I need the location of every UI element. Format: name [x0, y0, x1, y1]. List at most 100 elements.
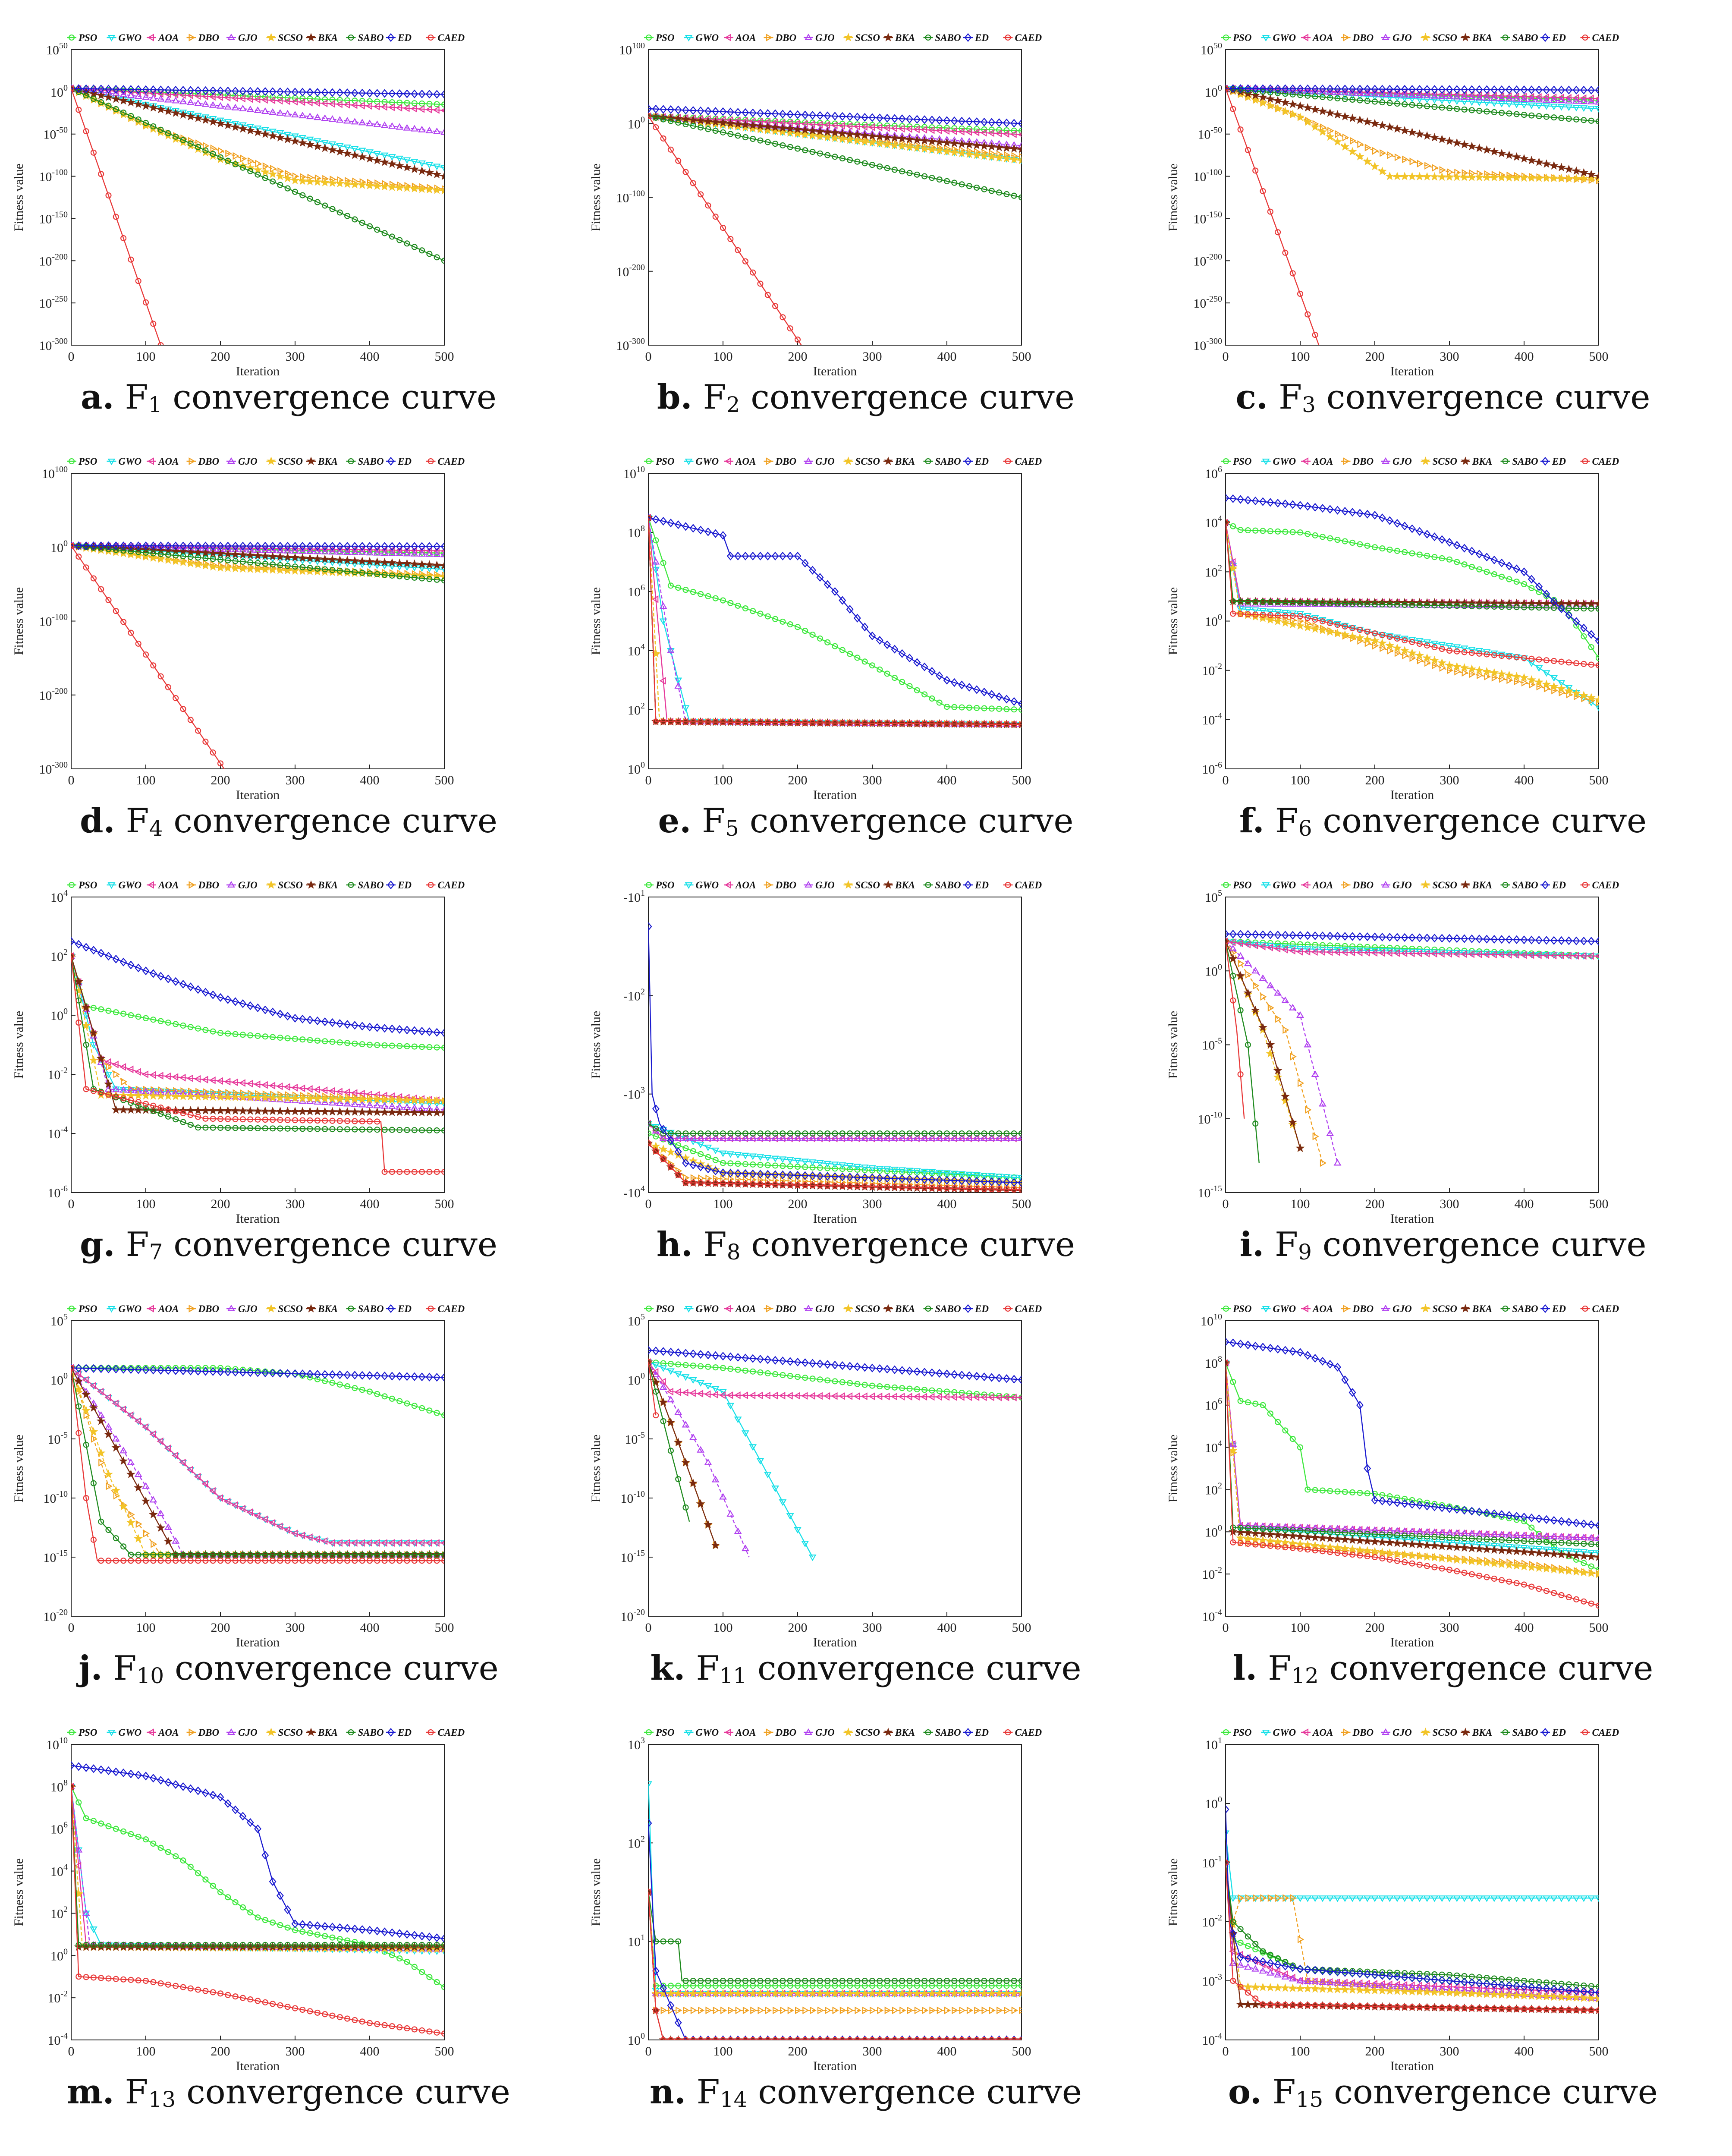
- legend-label-sabo: SABO: [358, 456, 384, 467]
- data-point-pso: [727, 1160, 734, 1167]
- data-point-ed: [239, 87, 247, 96]
- data-point-pso: [1528, 585, 1535, 592]
- y-tick-label: 10-6: [47, 1184, 68, 1200]
- chart-panel-a: PSO GWO AOA DBO GJO SCSO BKA SABO ED CAED 0 100 200 3…: [0, 0, 577, 424]
- data-point-bka: [965, 140, 974, 149]
- data-point-sabo: [352, 569, 358, 576]
- caption-text: convergence curve: [739, 802, 1074, 840]
- data-point-gjo: [403, 550, 411, 557]
- data-point-caed: [426, 1168, 433, 1175]
- data-point-dbo: [1439, 664, 1446, 672]
- data-point-bka: [1474, 143, 1484, 152]
- data-point-caed: [1267, 612, 1273, 618]
- data-point-bka: [927, 136, 937, 145]
- data-point-gwo: [808, 1159, 817, 1166]
- legend: PSO GWO AOA DBO GJO SCSO BKA SABO ED CAED: [67, 32, 465, 43]
- data-point-sabo: [929, 1130, 935, 1137]
- legend-marker-dbo: [189, 881, 195, 889]
- legend-label-gjo: GJO: [238, 1303, 258, 1314]
- data-point-sabo: [1536, 604, 1542, 611]
- data-point-aoa: [861, 123, 868, 131]
- data-point-aoa: [928, 126, 935, 134]
- data-point-sabo: [247, 168, 254, 174]
- legend-label-ed: ED: [397, 32, 412, 43]
- data-point-gjo: [403, 124, 411, 131]
- data-point-dbo: [1305, 1106, 1312, 1114]
- y-tick-label: 100: [1205, 962, 1222, 979]
- data-point-aoa: [1587, 952, 1594, 960]
- data-point-caed: [1245, 147, 1251, 153]
- data-point-caed: [802, 1182, 808, 1188]
- data-point-caed: [210, 1115, 216, 1122]
- data-point-sabo: [869, 1130, 876, 1137]
- data-point-caed: [988, 1186, 995, 1192]
- data-point-pso: [396, 99, 403, 106]
- legend: PSO GWO AOA DBO GJO SCSO BKA SABO ED CAED: [67, 456, 465, 467]
- caption-letter: b.: [657, 378, 692, 417]
- data-point-gwo: [682, 705, 690, 712]
- data-point-caed: [173, 695, 179, 702]
- data-point-sabo: [1506, 604, 1512, 610]
- data-point-aoa: [1348, 948, 1355, 957]
- data-point-caed: [299, 1117, 306, 1124]
- legend-label-gwo: GWO: [1273, 880, 1296, 891]
- data-point-sabo: [239, 1125, 246, 1131]
- data-point-sabo: [195, 1124, 201, 1131]
- legend-label-ed: ED: [1552, 32, 1566, 43]
- data-point-ed: [704, 107, 712, 116]
- data-point-bka: [156, 105, 165, 113]
- caption-letter: i.: [1239, 1225, 1264, 1264]
- data-point-sabo: [750, 135, 756, 142]
- data-point-gwo: [868, 1165, 876, 1172]
- legend-label-sabo: SABO: [935, 880, 961, 891]
- y-axis-label: Fitness value: [12, 164, 26, 232]
- data-point-ed: [1304, 931, 1311, 940]
- data-point-ed: [366, 542, 374, 551]
- data-point-scso: [119, 1090, 128, 1099]
- data-point-caed: [1528, 655, 1535, 662]
- data-point-caed: [648, 514, 652, 521]
- data-point-ed: [1483, 935, 1490, 944]
- y-tick-label: 100: [1205, 613, 1222, 629]
- data-point-aoa: [313, 1086, 320, 1094]
- x-tick-label: 400: [937, 773, 957, 787]
- data-point-ed: [936, 671, 943, 680]
- y-tick-label: 10100: [42, 465, 68, 481]
- legend-marker-dbo: [1343, 34, 1350, 41]
- data-point-ed: [995, 1177, 1003, 1187]
- data-point-ed: [336, 88, 344, 98]
- data-point-sabo: [1491, 604, 1497, 610]
- data-point-pso: [1573, 622, 1580, 629]
- data-point-scso: [659, 1144, 668, 1153]
- caption-text: convergence curve: [1312, 802, 1647, 840]
- data-point-bka: [417, 560, 427, 569]
- data-point-gjo: [816, 1134, 824, 1141]
- data-point-pso: [381, 99, 388, 105]
- data-point-sabo: [675, 1130, 682, 1137]
- data-point-dbo: [1484, 673, 1491, 680]
- data-point-scso: [276, 171, 285, 180]
- data-point-bka: [134, 99, 143, 108]
- data-point-pso: [712, 595, 719, 601]
- data-point-scso: [1311, 624, 1320, 633]
- data-point-caed: [936, 1185, 943, 1191]
- data-point-ed: [1498, 85, 1506, 94]
- data-point-sabo: [1558, 115, 1565, 121]
- series-line-sabo: [71, 88, 444, 261]
- data-point-bka: [935, 137, 944, 146]
- data-point-caed: [1476, 650, 1483, 657]
- data-point-caed: [157, 1105, 164, 1111]
- data-point-pso: [1454, 559, 1460, 565]
- data-point-aoa: [216, 93, 223, 101]
- legend-marker-aoa: [147, 881, 154, 889]
- data-point-ed: [1565, 611, 1573, 620]
- data-point-ed: [1558, 936, 1565, 945]
- data-point-aoa: [299, 545, 305, 553]
- data-point-bka: [193, 548, 203, 557]
- legend-marker-sabo: [1502, 34, 1509, 41]
- data-point-scso: [268, 565, 277, 574]
- legend: PSO GWO AOA DBO GJO SCSO BKA SABO ED CAED: [644, 880, 1042, 891]
- data-point-bka: [1564, 164, 1574, 173]
- data-point-pso: [441, 1045, 444, 1051]
- data-point-gjo: [410, 550, 418, 557]
